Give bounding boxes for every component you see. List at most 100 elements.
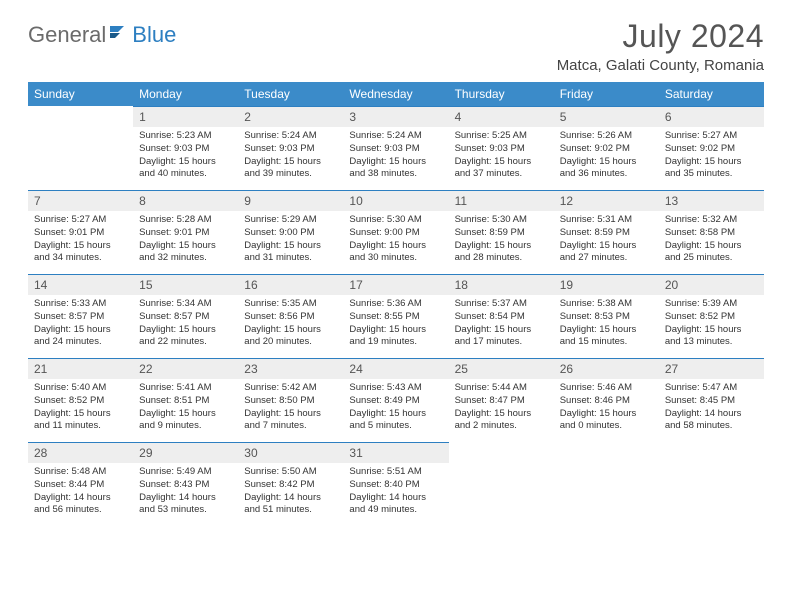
calendar-cell: 28Sunrise: 5:48 AMSunset: 8:44 PMDayligh… (28, 442, 133, 526)
sunrise-text: Sunrise: 5:50 AM (244, 466, 337, 479)
sunrise-text: Sunrise: 5:33 AM (34, 298, 127, 311)
day-number: 3 (343, 106, 448, 127)
calendar-cell: 9Sunrise: 5:29 AMSunset: 9:00 PMDaylight… (238, 190, 343, 274)
sunrise-text: Sunrise: 5:39 AM (665, 298, 758, 311)
calendar-week-row: 14Sunrise: 5:33 AMSunset: 8:57 PMDayligh… (28, 274, 764, 358)
calendar-cell (449, 442, 554, 526)
sunset-text: Sunset: 9:03 PM (455, 143, 548, 156)
sunrise-text: Sunrise: 5:28 AM (139, 214, 232, 227)
logo-text-blue: Blue (132, 22, 176, 48)
daylight-text: Daylight: 15 hours and 9 minutes. (139, 408, 232, 434)
sunset-text: Sunset: 8:57 PM (139, 311, 232, 324)
day-number: 26 (554, 358, 659, 379)
day-number: 20 (659, 274, 764, 295)
calendar-cell: 6Sunrise: 5:27 AMSunset: 9:02 PMDaylight… (659, 106, 764, 190)
calendar-week-row: 28Sunrise: 5:48 AMSunset: 8:44 PMDayligh… (28, 442, 764, 526)
day-number: 9 (238, 190, 343, 211)
weekday-header: Wednesday (343, 82, 448, 106)
day-number: 2 (238, 106, 343, 127)
day-number: 12 (554, 190, 659, 211)
calendar-cell: 13Sunrise: 5:32 AMSunset: 8:58 PMDayligh… (659, 190, 764, 274)
sunset-text: Sunset: 9:03 PM (139, 143, 232, 156)
sunrise-text: Sunrise: 5:31 AM (560, 214, 653, 227)
day-details: Sunrise: 5:33 AMSunset: 8:57 PMDaylight:… (28, 295, 133, 355)
day-number: 8 (133, 190, 238, 211)
calendar-cell: 15Sunrise: 5:34 AMSunset: 8:57 PMDayligh… (133, 274, 238, 358)
daylight-text: Daylight: 15 hours and 31 minutes. (244, 240, 337, 266)
calendar-cell: 18Sunrise: 5:37 AMSunset: 8:54 PMDayligh… (449, 274, 554, 358)
calendar-cell: 14Sunrise: 5:33 AMSunset: 8:57 PMDayligh… (28, 274, 133, 358)
sunset-text: Sunset: 8:55 PM (349, 311, 442, 324)
sunset-text: Sunset: 8:52 PM (34, 395, 127, 408)
calendar-week-row: 1Sunrise: 5:23 AMSunset: 9:03 PMDaylight… (28, 106, 764, 190)
day-number: 10 (343, 190, 448, 211)
sunrise-text: Sunrise: 5:35 AM (244, 298, 337, 311)
sunrise-text: Sunrise: 5:43 AM (349, 382, 442, 395)
logo: General Blue (28, 18, 176, 48)
day-details: Sunrise: 5:49 AMSunset: 8:43 PMDaylight:… (133, 463, 238, 523)
day-number: 19 (554, 274, 659, 295)
weekday-header: Monday (133, 82, 238, 106)
sunset-text: Sunset: 8:47 PM (455, 395, 548, 408)
day-number: 22 (133, 358, 238, 379)
calendar-cell: 7Sunrise: 5:27 AMSunset: 9:01 PMDaylight… (28, 190, 133, 274)
day-number: 31 (343, 442, 448, 463)
day-number: 17 (343, 274, 448, 295)
daylight-text: Daylight: 14 hours and 51 minutes. (244, 492, 337, 518)
daylight-text: Daylight: 15 hours and 19 minutes. (349, 324, 442, 350)
day-details: Sunrise: 5:51 AMSunset: 8:40 PMDaylight:… (343, 463, 448, 523)
calendar-cell: 17Sunrise: 5:36 AMSunset: 8:55 PMDayligh… (343, 274, 448, 358)
day-number: 11 (449, 190, 554, 211)
sunrise-text: Sunrise: 5:26 AM (560, 130, 653, 143)
calendar-cell: 16Sunrise: 5:35 AMSunset: 8:56 PMDayligh… (238, 274, 343, 358)
day-details: Sunrise: 5:27 AMSunset: 9:02 PMDaylight:… (659, 127, 764, 187)
day-details: Sunrise: 5:29 AMSunset: 9:00 PMDaylight:… (238, 211, 343, 271)
weekday-row: SundayMondayTuesdayWednesdayThursdayFrid… (28, 82, 764, 106)
calendar-cell: 22 Sunrise: 5:41 AMSunset: 8:51 PMDayligh… (133, 358, 238, 442)
sunrise-text: Sunrise: 5:46 AM (560, 382, 653, 395)
calendar-cell: 20Sunrise: 5:39 AMSunset: 8:52 PMDayligh… (659, 274, 764, 358)
day-details: Sunrise: 5:46 AMSunset: 8:46 PMDaylight:… (554, 379, 659, 439)
sunrise-text: Sunrise: 5:40 AM (34, 382, 127, 395)
weekday-header: Friday (554, 82, 659, 106)
calendar-cell: 2Sunrise: 5:24 AMSunset: 9:03 PMDaylight… (238, 106, 343, 190)
day-number: 5 (554, 106, 659, 127)
daylight-text: Daylight: 15 hours and 36 minutes. (560, 156, 653, 182)
daylight-text: Daylight: 15 hours and 37 minutes. (455, 156, 548, 182)
day-details: Sunrise: 5:40 AMSunset: 8:52 PMDaylight:… (28, 379, 133, 439)
sunset-text: Sunset: 8:53 PM (560, 311, 653, 324)
sunset-text: Sunset: 8:44 PM (34, 479, 127, 492)
daylight-text: Daylight: 15 hours and 20 minutes. (244, 324, 337, 350)
daylight-text: Daylight: 15 hours and 28 minutes. (455, 240, 548, 266)
daylight-text: Daylight: 15 hours and 11 minutes. (34, 408, 127, 434)
calendar-week-row: 7Sunrise: 5:27 AMSunset: 9:01 PMDaylight… (28, 190, 764, 274)
sunrise-text: Sunrise: 5:47 AM (665, 382, 758, 395)
daylight-text: Daylight: 14 hours and 56 minutes. (34, 492, 127, 518)
title-block: July 2024 Matca, Galati County, Romania (557, 18, 764, 74)
weekday-header: Saturday (659, 82, 764, 106)
daylight-text: Daylight: 15 hours and 15 minutes. (560, 324, 653, 350)
calendar-body: 1Sunrise: 5:23 AMSunset: 9:03 PMDaylight… (28, 106, 764, 526)
daylight-text: Daylight: 14 hours and 49 minutes. (349, 492, 442, 518)
sunrise-text: Sunrise: 5:37 AM (455, 298, 548, 311)
sunset-text: Sunset: 9:00 PM (244, 227, 337, 240)
sunset-text: Sunset: 8:51 PM (139, 395, 232, 408)
calendar-head: SundayMondayTuesdayWednesdayThursdayFrid… (28, 82, 764, 106)
day-number: 1 (133, 106, 238, 127)
calendar-cell: 4Sunrise: 5:25 AMSunset: 9:03 PMDaylight… (449, 106, 554, 190)
sunset-text: Sunset: 8:50 PM (244, 395, 337, 408)
sunset-text: Sunset: 9:03 PM (244, 143, 337, 156)
sunset-text: Sunset: 8:59 PM (455, 227, 548, 240)
day-details: Sunrise: 5:27 AMSunset: 9:01 PMDaylight:… (28, 211, 133, 271)
day-number: 24 (343, 358, 448, 379)
sunrise-text: Sunrise: 5:41 AM (139, 382, 232, 395)
weekday-header: Sunday (28, 82, 133, 106)
daylight-text: Daylight: 15 hours and 25 minutes. (665, 240, 758, 266)
day-number: 13 (659, 190, 764, 211)
sunrise-text: Sunrise: 5:42 AM (244, 382, 337, 395)
day-details: Sunrise: 5:48 AMSunset: 8:44 PMDaylight:… (28, 463, 133, 523)
day-details: Sunrise: 5:24 AMSunset: 9:03 PMDaylight:… (238, 127, 343, 187)
sunrise-text: Sunrise: 5:49 AM (139, 466, 232, 479)
daylight-text: Daylight: 14 hours and 53 minutes. (139, 492, 232, 518)
daylight-text: Daylight: 15 hours and 0 minutes. (560, 408, 653, 434)
